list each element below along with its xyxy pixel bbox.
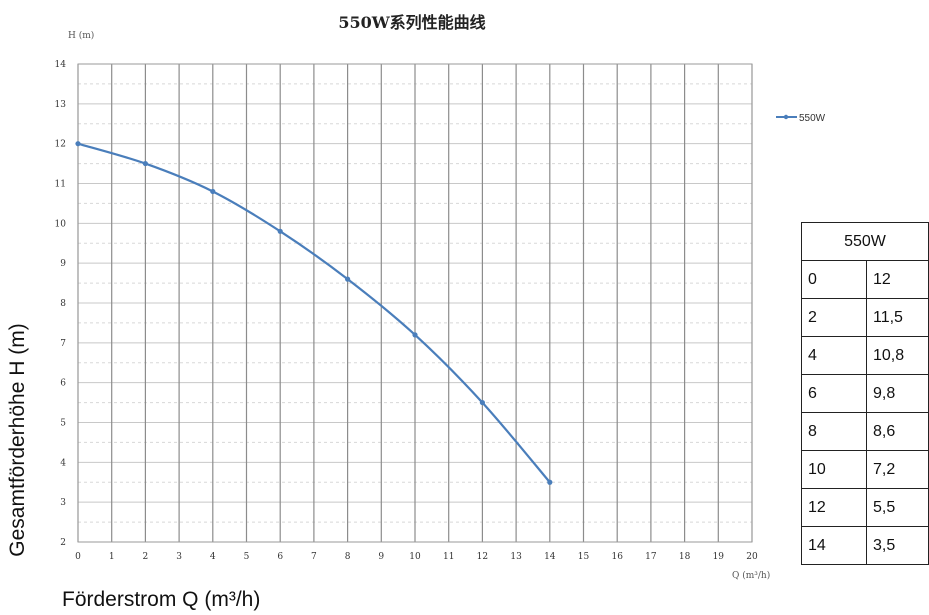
table-cell-q: 6 [801,374,867,413]
data-point [479,399,485,406]
table-cell-q: 14 [801,526,867,565]
y-tick-label: 3 [60,498,66,508]
table-cell-q: 10 [801,450,867,489]
table-cell-q: 12 [801,488,867,527]
data-point [412,332,418,338]
chart-title: 550W系列性能曲线 [338,13,485,32]
data-point [345,276,351,282]
x-tick-label: 2 [143,552,149,562]
x-tick-label: 12 [477,552,488,562]
legend: 550W [776,113,826,124]
x-tick-label: 8 [345,552,351,562]
table-cell-h: 11,5 [866,298,929,337]
table-row: 4 10,8 [801,336,929,375]
table-cell-h: 8,6 [866,412,929,451]
x-tick-label: 19 [713,552,725,562]
y-tick-label: 4 [60,458,66,468]
data-point [142,160,148,167]
legend-marker [783,114,789,120]
data-point [277,228,283,234]
x-tick-label: 20 [746,552,758,562]
table-row: 0 12 [801,260,929,299]
y-axis-label: Gesamtförderhöhe H (m) [6,323,29,556]
chart-grid [77,63,753,543]
x-tick-labels: 0 1 2 3 4 5 6 7 8 9 10 11 12 13 14 15 16 17 18 19 20 [75,552,758,562]
y-tick-label: 12 [55,140,66,150]
x-tick-label: 14 [544,552,556,562]
x-tick-label: 11 [443,552,454,562]
y-tick-label: 13 [55,100,67,110]
series-550w [75,141,553,485]
y-tick-label: 11 [55,180,66,190]
y-tick-labels: 2 3 4 5 6 7 8 9 10 11 12 13 14 [55,60,67,548]
data-point [75,141,81,147]
table-cell-q: 2 [801,298,867,337]
x-axis-caption: Q (m³/h) [732,570,770,581]
y-tick-label: 7 [60,339,66,349]
x-tick-label: 18 [679,552,691,562]
x-tick-label: 5 [244,552,250,562]
x-tick-label: 13 [510,552,522,562]
table-header: 550W [801,222,929,261]
table-row: 14 3,5 [801,526,929,565]
y-tick-label: 6 [60,379,66,389]
table-cell-q: 8 [801,412,867,451]
table-cell-h: 7,2 [866,450,929,489]
data-table: 550W 0 12 2 11,5 4 10,8 6 9,8 8 8,6 10 7,2 12 5… [801,222,929,565]
table-cell-h: 10,8 [866,336,929,375]
table-cell-h: 3,5 [866,526,929,565]
x-tick-label: 7 [311,552,317,562]
x-tick-label: 10 [409,552,421,562]
y-tick-label: 14 [55,60,67,70]
table-cell-h: 12 [866,260,929,299]
x-tick-label: 0 [75,552,81,562]
plot-frame [77,63,753,543]
table-row: 10 7,2 [801,450,929,489]
table-cell-h: 9,8 [866,374,929,413]
y-tick-label: 9 [60,259,66,269]
x-tick-label: 4 [210,552,216,562]
table-header-row: 550W [801,222,929,261]
x-tick-label: 9 [378,552,384,562]
table-row: 2 11,5 [801,298,929,337]
table-row: 8 8,6 [801,412,929,451]
table-row: 6 9,8 [801,374,929,413]
x-tick-label: 1 [109,552,115,562]
y-tick-label: 5 [60,419,66,429]
table-cell-q: 4 [801,336,867,375]
data-point [547,479,553,485]
table-cell-q: 0 [801,260,867,299]
x-tick-label: 17 [645,552,657,562]
x-tick-label: 6 [277,552,283,562]
table-cell-h: 5,5 [866,488,929,527]
legend-label: 550W [799,113,826,124]
x-tick-label: 3 [176,552,182,562]
x-axis-label: Förderstrom Q (m³/h) [62,588,260,611]
y-tick-label: 2 [60,538,66,548]
data-point [210,188,216,195]
x-tick-label: 16 [611,552,623,562]
table-row: 12 5,5 [801,488,929,527]
y-tick-label: 10 [55,219,67,229]
x-tick-label: 15 [578,552,590,562]
y-tick-label: 8 [60,299,66,309]
y-axis-caption: H (m) [68,30,94,41]
